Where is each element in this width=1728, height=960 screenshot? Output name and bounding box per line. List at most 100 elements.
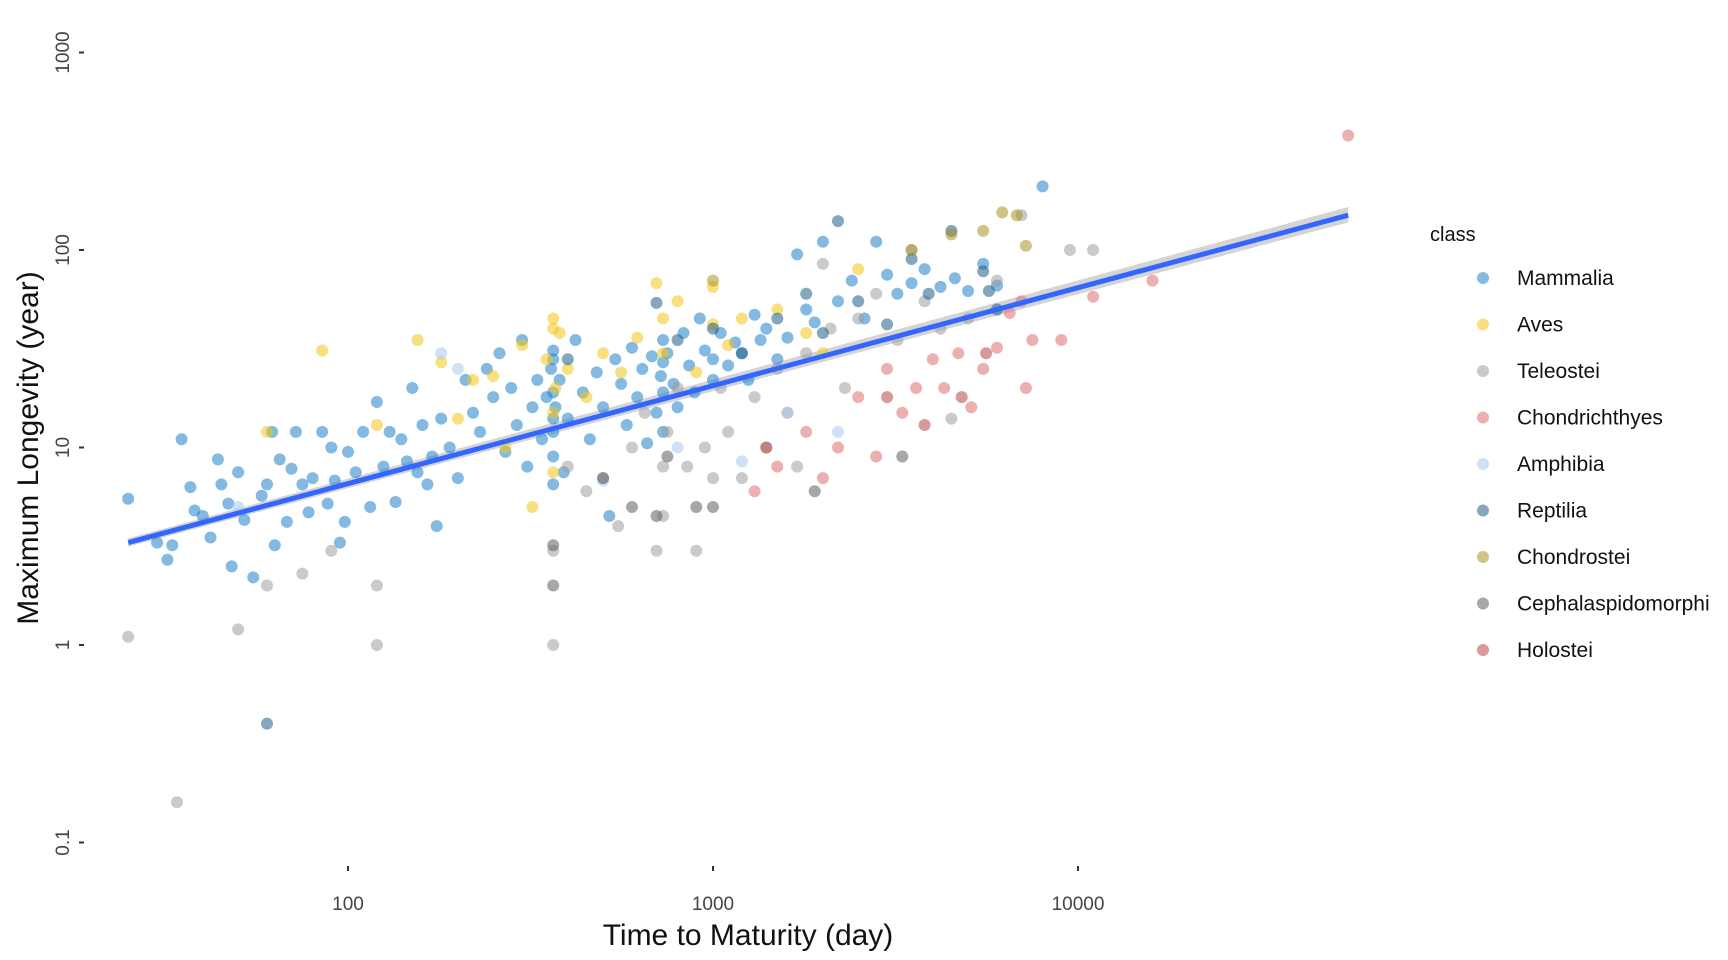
point-reptilia <box>650 296 663 309</box>
point-teleostei <box>561 460 574 473</box>
point-mammalia <box>364 501 377 513</box>
point-mammalia <box>333 536 346 549</box>
point-aves <box>467 373 479 386</box>
point-reptilia <box>832 215 844 228</box>
point-aves <box>547 312 560 325</box>
point-chondrostei <box>707 274 719 287</box>
point-cephalaspidomorphi <box>661 450 674 463</box>
point-teleostei <box>735 472 748 485</box>
point-chondrichthyes <box>832 441 844 454</box>
point-amphibia <box>451 362 464 375</box>
trend-line <box>127 212 1349 546</box>
point-mammalia <box>671 401 684 414</box>
point-mammalia <box>184 481 197 494</box>
point-reptilia <box>982 285 995 297</box>
point-mammalia <box>451 472 464 485</box>
point-teleostei <box>171 796 183 809</box>
point-mammalia <box>411 466 424 479</box>
point-mammalia <box>151 536 164 549</box>
point-teleostei <box>800 347 813 360</box>
point-aves <box>526 501 539 513</box>
point-mammalia <box>122 492 135 505</box>
point-mammalia <box>268 539 281 552</box>
point-mammalia <box>342 445 354 458</box>
point-chondrichthyes <box>881 362 894 375</box>
point-reptilia <box>922 287 935 300</box>
point-mammalia <box>816 235 829 248</box>
point-chondrichthyes <box>910 382 923 394</box>
point-teleostei <box>612 520 625 533</box>
point-mammalia <box>238 513 251 526</box>
point-chondrostei <box>1019 239 1032 252</box>
point-chondrichthyes <box>1055 334 1068 346</box>
point-mammalia <box>325 441 338 454</box>
point-mammalia <box>698 344 711 357</box>
point-reptilia <box>905 253 918 265</box>
point-mammalia <box>905 277 918 290</box>
point-holostei <box>955 391 968 404</box>
point-mammalia <box>693 312 706 325</box>
point-amphibia <box>832 425 844 438</box>
point-mammalia <box>962 285 975 297</box>
point-aves <box>411 334 424 346</box>
point-mammalia <box>547 344 560 357</box>
point-mammalia <box>328 474 341 487</box>
point-mammalia <box>280 515 293 528</box>
point-teleostei <box>1087 244 1100 256</box>
point-aves <box>690 366 703 379</box>
point-mammalia <box>316 425 329 438</box>
point-teleostei <box>232 623 245 636</box>
legend-key-chondrostei <box>1477 551 1489 563</box>
point-cephalaspidomorphi <box>808 485 821 498</box>
point-teleostei <box>261 579 273 592</box>
point-reptilia <box>671 334 684 346</box>
point-teleostei <box>657 460 670 473</box>
point-chondrichthyes <box>1342 129 1355 142</box>
point-aves <box>547 466 560 479</box>
point-mammalia <box>338 515 351 528</box>
point-teleostei <box>991 274 1003 287</box>
point-mammalia <box>631 391 644 404</box>
legend-key-chondrichthyes <box>1477 411 1489 424</box>
point-mammalia <box>166 539 179 552</box>
point-chondrostei <box>1010 209 1023 222</box>
point-aves <box>657 347 670 360</box>
point-mammalia <box>289 425 302 438</box>
point-mammalia <box>321 497 334 510</box>
point-cephalaspidomorphi <box>626 501 638 513</box>
point-mammalia <box>657 386 670 399</box>
legend-key-teleostei <box>1477 365 1489 377</box>
point-mammalia <box>487 391 500 404</box>
point-mammalia <box>247 571 260 584</box>
point-chondrichthyes <box>952 347 965 360</box>
point-teleostei <box>722 425 735 438</box>
point-aves <box>615 366 628 379</box>
point-mammalia <box>609 353 622 366</box>
point-mammalia <box>370 396 383 408</box>
legend-label-amphibia: Amphibia <box>1517 453 1605 476</box>
point-teleostei <box>791 460 804 473</box>
y-tick-label: 1000 <box>53 31 74 73</box>
point-mammalia <box>791 248 804 261</box>
point-cephalaspidomorphi <box>707 501 719 513</box>
point-reptilia <box>561 353 574 366</box>
x-axis: 100 1000 10000 <box>332 866 1104 915</box>
y-tick-label: 100 <box>53 234 74 266</box>
point-aves <box>487 370 500 383</box>
point-teleostei <box>945 412 958 425</box>
point-aves <box>631 331 644 344</box>
point-mammalia <box>948 272 961 285</box>
point-mammalia <box>430 520 443 533</box>
point-teleostei <box>852 312 865 325</box>
point-aves <box>580 391 593 404</box>
point-teleostei <box>626 441 638 454</box>
y-tick-label: 0.1 <box>53 829 74 855</box>
point-chondrichthyes <box>800 425 813 438</box>
point-holostei <box>980 347 993 360</box>
point-chondrichthyes <box>977 362 990 375</box>
point-chondrostei <box>977 224 990 237</box>
point-mammalia <box>657 356 670 369</box>
legend-key-aves <box>1477 318 1489 331</box>
point-mammalia <box>545 362 558 375</box>
